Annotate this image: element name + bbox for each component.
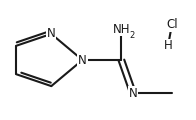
Text: N: N bbox=[129, 87, 137, 100]
Text: 2: 2 bbox=[129, 31, 135, 40]
Text: N: N bbox=[47, 27, 56, 40]
Text: Cl: Cl bbox=[166, 18, 178, 31]
Text: H: H bbox=[164, 39, 172, 52]
Text: NH: NH bbox=[113, 23, 130, 36]
Text: N: N bbox=[78, 54, 87, 66]
